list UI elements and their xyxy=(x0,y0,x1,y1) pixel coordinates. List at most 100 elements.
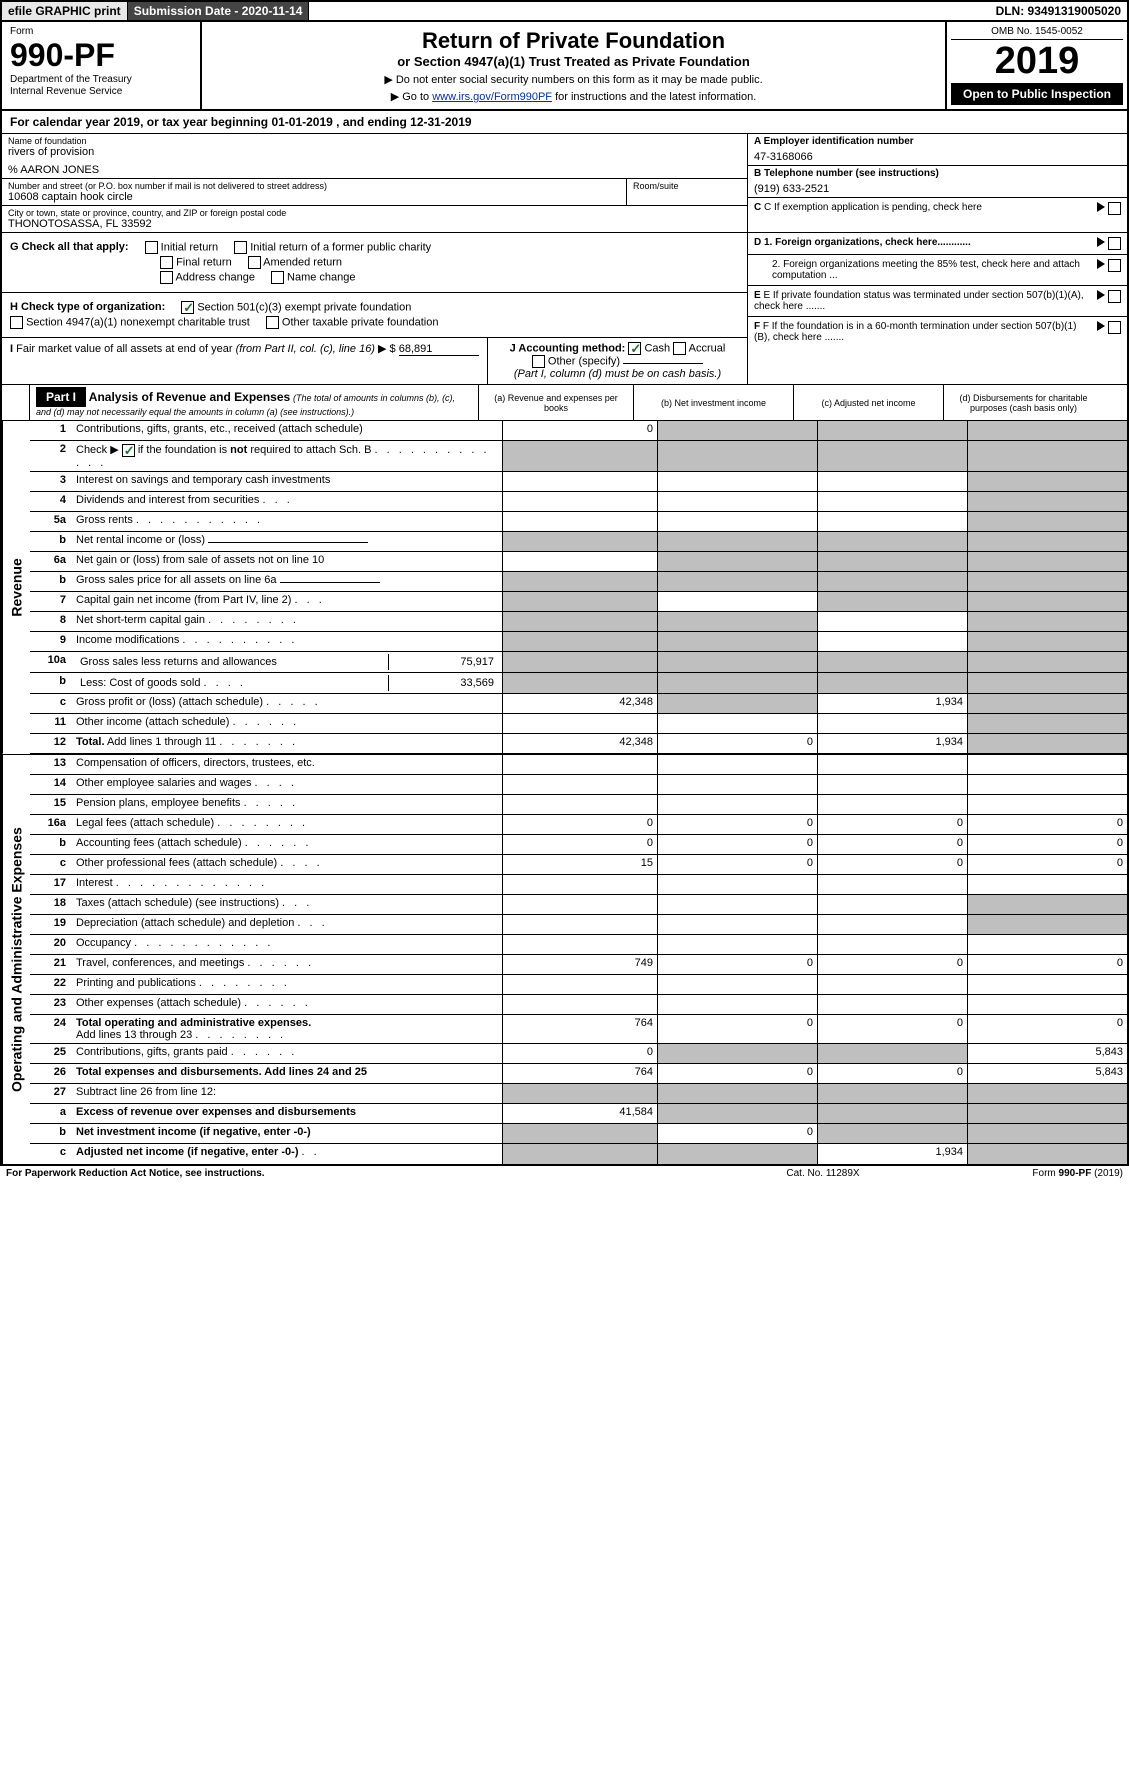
line-5a: 5aGross rents . . . . . . . . . . . xyxy=(30,512,1127,532)
main-title: Return of Private Foundation xyxy=(222,28,925,54)
line-15: 15Pension plans, employee benefits . . .… xyxy=(30,795,1127,815)
checkbox-other-taxable[interactable] xyxy=(266,316,279,329)
line-6b: bGross sales price for all assets on lin… xyxy=(30,572,1127,592)
checkbox-e[interactable] xyxy=(1108,290,1121,303)
line-25: 25Contributions, gifts, grants paid . . … xyxy=(30,1044,1127,1064)
line-21: 21Travel, conferences, and meetings . . … xyxy=(30,955,1127,975)
col-b-header: (b) Net investment income xyxy=(633,385,793,420)
checkbox-4947[interactable] xyxy=(10,316,23,329)
submission-date: Submission Date - 2020-11-14 xyxy=(128,2,310,20)
part1-header: Part I Analysis of Revenue and Expenses … xyxy=(30,385,478,420)
line-17: 17Interest . . . . . . . . . . . . . xyxy=(30,875,1127,895)
arrow-icon xyxy=(1097,259,1105,269)
checkbox-d1[interactable] xyxy=(1108,237,1121,250)
line-16a: 16aLegal fees (attach schedule) . . . . … xyxy=(30,815,1127,835)
col-c-header: (c) Adjusted net income xyxy=(793,385,943,420)
omb-number: OMB No. 1545-0052 xyxy=(951,26,1123,40)
checkbox-address[interactable] xyxy=(160,271,173,284)
line-26: 26Total expenses and disbursements. Add … xyxy=(30,1064,1127,1084)
checkbox-accrual[interactable] xyxy=(673,342,686,355)
open-public: Open to Public Inspection xyxy=(951,83,1123,105)
page-footer: For Paperwork Reduction Act Notice, see … xyxy=(0,1166,1129,1181)
subtitle: or Section 4947(a)(1) Trust Treated as P… xyxy=(222,54,925,69)
checkbox-former[interactable] xyxy=(234,241,247,254)
line-16b: bAccounting fees (attach schedule) . . .… xyxy=(30,835,1127,855)
section-g: G Check all that apply: Initial return I… xyxy=(2,233,747,293)
line-20: 20Occupancy . . . . . . . . . . . . xyxy=(30,935,1127,955)
exemption-pending: C C If exemption application is pending,… xyxy=(748,198,1127,219)
phone-cell: B Telephone number (see instructions) (9… xyxy=(748,166,1127,198)
f-60month: F F If the foundation is in a 60-month t… xyxy=(748,317,1127,347)
year-box: OMB No. 1545-0052 2019 Open to Public In… xyxy=(947,22,1127,109)
room-suite-cell: Room/suite xyxy=(627,179,747,205)
line-1: 1Contributions, gifts, grants, etc., rec… xyxy=(30,421,1127,441)
checkbox-cash[interactable] xyxy=(628,342,641,355)
line-3: 3Interest on savings and temporary cash … xyxy=(30,472,1127,492)
line-4: 4Dividends and interest from securities … xyxy=(30,492,1127,512)
col-a-header: (a) Revenue and expenses per books xyxy=(478,385,633,420)
instruction-1: ▶ Do not enter social security numbers o… xyxy=(222,73,925,86)
calendar-year-row: For calendar year 2019, or tax year begi… xyxy=(2,111,1127,134)
line-2: 2Check ▶ if the foundation is not requir… xyxy=(30,441,1127,472)
arrow-icon xyxy=(1097,290,1105,300)
checkbox-c[interactable] xyxy=(1108,202,1121,215)
arrow-icon xyxy=(1097,321,1105,331)
line-7: 7Capital gain net income (from Part IV, … xyxy=(30,592,1127,612)
form-box: Form 990-PF Department of the Treasury I… xyxy=(2,22,202,109)
revenue-label: Revenue xyxy=(2,421,30,754)
arrow-icon xyxy=(1097,237,1105,247)
ein-cell: A Employer identification number 47-3168… xyxy=(748,134,1127,166)
line-27: 27Subtract line 26 from line 12: xyxy=(30,1084,1127,1104)
checkbox-final[interactable] xyxy=(160,256,173,269)
line-10c: cGross profit or (loss) (attach schedule… xyxy=(30,694,1127,714)
line-27a: aExcess of revenue over expenses and dis… xyxy=(30,1104,1127,1124)
checkbox-f[interactable] xyxy=(1108,321,1121,334)
checkbox-501c3[interactable] xyxy=(181,301,194,314)
line-6a: 6aNet gain or (loss) from sale of assets… xyxy=(30,552,1127,572)
section-i-j: I Fair market value of all assets at end… xyxy=(2,338,747,384)
line-16c: cOther professional fees (attach schedul… xyxy=(30,855,1127,875)
checkbox-initial[interactable] xyxy=(145,241,158,254)
d1-foreign: D 1. Foreign organizations, check here..… xyxy=(748,233,1127,255)
checkbox-schb[interactable] xyxy=(122,444,135,457)
line-5b: bNet rental income or (loss) xyxy=(30,532,1127,552)
title-box: Return of Private Foundation or Section … xyxy=(202,22,947,109)
checkbox-amended[interactable] xyxy=(248,256,261,269)
line-9: 9Income modifications . . . . . . . . . … xyxy=(30,632,1127,652)
dln: DLN: 93491319005020 xyxy=(990,2,1127,20)
line-23: 23Other expenses (attach schedule) . . .… xyxy=(30,995,1127,1015)
checkbox-d2[interactable] xyxy=(1108,259,1121,272)
checkbox-other-method[interactable] xyxy=(532,355,545,368)
e-terminated: E E If private foundation status was ter… xyxy=(748,286,1127,317)
checkbox-name[interactable] xyxy=(271,271,284,284)
line-18: 18Taxes (attach schedule) (see instructi… xyxy=(30,895,1127,915)
foundation-name-cell: Name of foundation rivers of provision %… xyxy=(2,134,747,179)
irs-label: Internal Revenue Service xyxy=(10,86,192,98)
line-12: 12Total. Add lines 1 through 11 . . . . … xyxy=(30,734,1127,754)
arrow-icon xyxy=(1097,202,1105,212)
dept-treasury: Department of the Treasury xyxy=(10,74,192,86)
line-19: 19Depreciation (attach schedule) and dep… xyxy=(30,915,1127,935)
line-10b: b Less: Cost of goods sold . . . .33,569 xyxy=(30,673,1127,694)
d2-85pct: 2. Foreign organizations meeting the 85%… xyxy=(748,255,1127,286)
line-11: 11Other income (attach schedule) . . . .… xyxy=(30,714,1127,734)
line-10a: 10a Gross sales less returns and allowan… xyxy=(30,652,1127,673)
section-h: H Check type of organization: Section 50… xyxy=(2,293,747,338)
form-number: 990-PF xyxy=(10,37,192,74)
line-27b: bNet investment income (if negative, ent… xyxy=(30,1124,1127,1144)
line-22: 22Printing and publications . . . . . . … xyxy=(30,975,1127,995)
line-27c: cAdjusted net income (if negative, enter… xyxy=(30,1144,1127,1164)
tax-year: 2019 xyxy=(951,40,1123,83)
instruction-2: ▶ Go to www.irs.gov/Form990PF for instru… xyxy=(222,90,925,103)
efile-button[interactable]: efile GRAPHIC print xyxy=(2,2,128,20)
col-d-header: (d) Disbursements for charitable purpose… xyxy=(943,385,1103,420)
line-8: 8Net short-term capital gain . . . . . .… xyxy=(30,612,1127,632)
line-13: 13Compensation of officers, directors, t… xyxy=(30,755,1127,775)
form-label: Form xyxy=(10,26,192,37)
line-24: 24Total operating and administrative exp… xyxy=(30,1015,1127,1044)
irs-link[interactable]: www.irs.gov/Form990PF xyxy=(432,91,552,103)
line-14: 14Other employee salaries and wages . . … xyxy=(30,775,1127,795)
expenses-label: Operating and Administrative Expenses xyxy=(2,755,30,1164)
street-address-cell: Number and street (or P.O. box number if… xyxy=(2,179,627,205)
city-cell: City or town, state or province, country… xyxy=(2,206,747,232)
